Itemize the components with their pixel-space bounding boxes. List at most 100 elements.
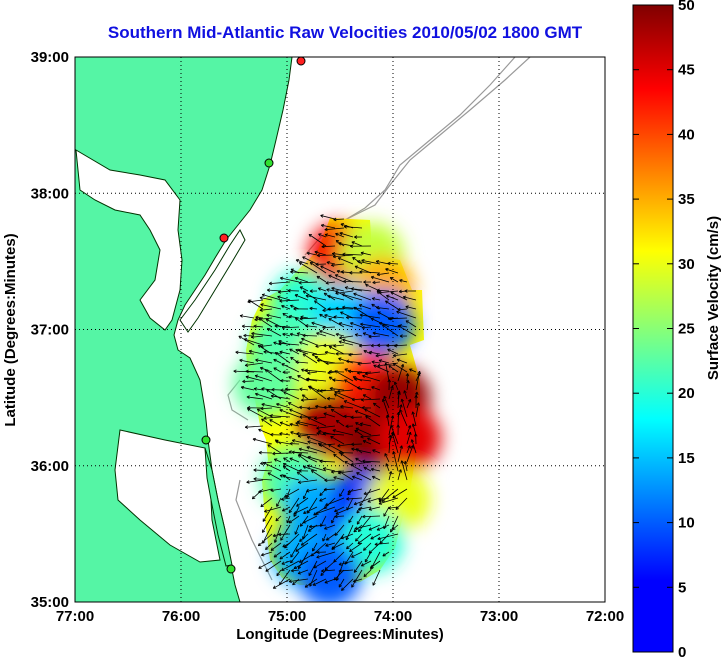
velocity-arrow — [333, 254, 354, 258]
velocity-arrow-head — [242, 379, 246, 382]
velocity-arrow-head — [414, 395, 417, 399]
velocity-arrow — [243, 335, 255, 337]
velocity-arrow — [306, 378, 327, 382]
velocity-arrow-head — [320, 214, 324, 216]
velocity-arrow — [354, 524, 372, 530]
velocity-arrow-head — [402, 296, 406, 300]
velocity-arrow-head — [311, 354, 315, 357]
velocity-arrow — [363, 488, 381, 495]
velocity-arrow-head — [321, 569, 325, 572]
velocity-arrow — [397, 412, 399, 427]
velocity-arrow — [334, 506, 345, 512]
velocity-arrow — [288, 376, 300, 382]
velocity-arrow-head — [290, 271, 294, 274]
velocity-arrow — [255, 393, 273, 400]
velocity-arrow — [279, 475, 300, 481]
velocity-arrow — [274, 458, 282, 463]
velocity-arrow-head — [358, 528, 360, 532]
velocity-arrow-head — [334, 391, 337, 395]
colorbar-tick-label: 35 — [678, 191, 695, 208]
velocity-arrow-head — [385, 300, 388, 304]
velocity-arrow-head — [322, 325, 326, 328]
x-tick-label: 73:00 — [480, 608, 518, 625]
velocity-arrow-head — [323, 293, 326, 297]
velocity-arrow-head — [281, 508, 285, 512]
velocity-arrow-head — [321, 246, 325, 249]
velocity-arrow — [317, 359, 336, 364]
velocity-arrow-head — [290, 568, 294, 572]
velocity-arrow — [299, 551, 318, 563]
velocity-arrow — [319, 497, 327, 502]
velocity-arrow-head — [331, 253, 335, 256]
velocity-arrow-head — [339, 337, 343, 340]
velocity-arrow-head — [363, 350, 366, 354]
velocity-arrow-head — [319, 390, 323, 393]
velocity-arrow-head — [390, 385, 393, 389]
velocity-arrow-head — [334, 532, 337, 536]
velocity-arrow-head — [371, 360, 375, 363]
velocity-arrow-head — [339, 231, 343, 234]
velocity-arrow — [295, 259, 309, 265]
velocity-arrow-head — [283, 391, 286, 395]
velocity-arrow — [295, 361, 309, 364]
velocity-arrow-head — [320, 224, 324, 228]
velocity-arrow — [376, 260, 390, 265]
velocity-arrow-head — [332, 254, 336, 258]
colorbar — [632, 4, 674, 653]
velocity-arrow-head — [295, 276, 299, 279]
velocity-arrow-head — [313, 512, 316, 516]
velocity-arrow-head — [290, 305, 293, 309]
velocity-arrow — [376, 306, 390, 310]
velocity-arrow — [307, 441, 318, 445]
velocity-arrow-head — [372, 583, 376, 586]
velocity-arrow-head — [311, 322, 315, 326]
velocity-arrow-head — [321, 570, 325, 573]
velocity-arrow-head — [346, 498, 350, 501]
velocity-arrow-head — [370, 345, 374, 348]
velocity-arrow-head — [342, 338, 346, 340]
velocity-arrow-head — [272, 533, 276, 537]
velocity-arrow — [378, 497, 390, 501]
velocity-arrow-head — [296, 503, 299, 507]
velocity-arrow — [309, 569, 318, 587]
velocity-arrow-head — [365, 415, 368, 419]
velocity-arrow — [343, 280, 363, 283]
velocity-arrow-head — [290, 561, 294, 564]
velocity-arrow — [324, 524, 336, 530]
velocity-arrow — [260, 497, 273, 507]
velocity-arrow-head — [245, 365, 249, 367]
velocity-arrow-head — [331, 263, 334, 266]
velocity-arrow-head — [259, 309, 263, 312]
velocity-arrow-head — [246, 481, 250, 484]
velocity-arrow-head — [394, 381, 398, 385]
velocity-arrow-head — [315, 346, 319, 348]
velocity-arrow-head — [370, 343, 374, 347]
velocity-arrow — [382, 551, 390, 557]
velocity-arrow-head — [359, 271, 363, 274]
velocity-arrow — [392, 363, 408, 373]
velocity-arrow-head — [247, 408, 250, 412]
velocity-arrow — [397, 445, 403, 463]
velocity-arrow — [321, 569, 336, 572]
velocity-arrow-head — [254, 375, 258, 378]
x-tick-label: 76:00 — [162, 608, 200, 625]
velocity-arrow-head — [334, 274, 338, 278]
velocity-arrow-head — [368, 509, 372, 511]
velocity-arrow-head — [403, 295, 407, 298]
velocity-arrow — [324, 314, 336, 319]
velocity-arrow — [299, 533, 309, 542]
velocity-arrow — [265, 560, 282, 572]
velocity-arrow — [326, 289, 336, 292]
velocity-arrow — [397, 308, 408, 311]
velocity-arrow-head — [354, 236, 358, 239]
station-marker — [201, 435, 211, 445]
velocity-arrow — [370, 276, 390, 283]
velocity-arrow — [357, 362, 372, 365]
velocity-arrow — [261, 294, 282, 301]
velocity-arrow-head — [357, 362, 361, 365]
velocity-arrow-head — [346, 360, 349, 364]
velocity-arrow-head — [368, 351, 372, 355]
velocity-arrow-head — [360, 323, 363, 327]
velocity-arrow-head — [388, 506, 392, 509]
velocity-arrow — [262, 462, 282, 472]
